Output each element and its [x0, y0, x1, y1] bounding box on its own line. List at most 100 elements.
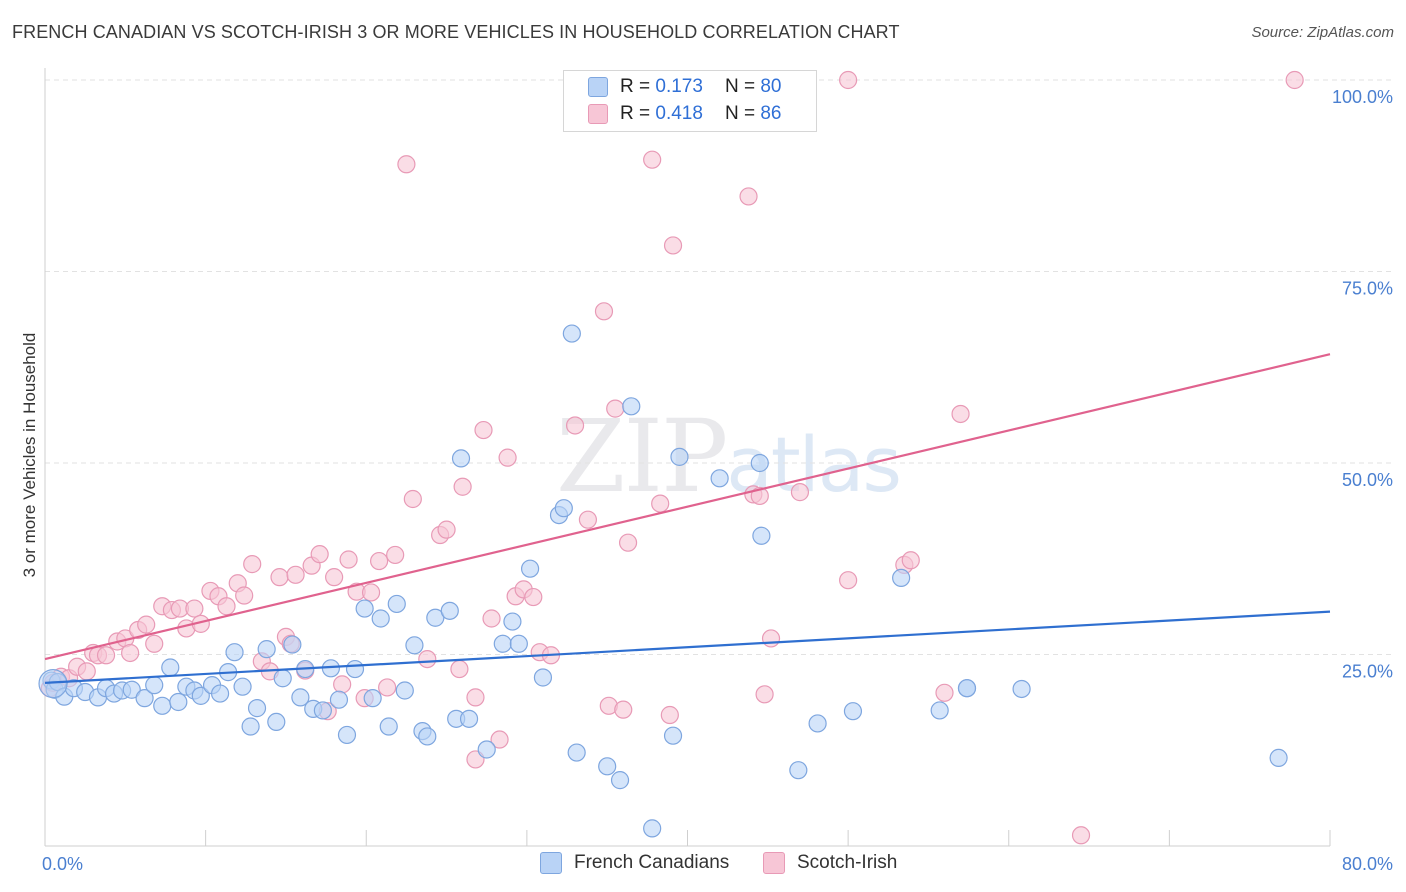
- scotch-irish-point: [397, 155, 416, 174]
- french-canadian-point: [598, 757, 617, 776]
- french-canadian-point: [395, 681, 414, 700]
- french-canadian-point: [663, 726, 683, 745]
- scotch-irish-point: [437, 520, 456, 539]
- scotch-irish-point: [651, 494, 670, 513]
- french-canadian-point: [493, 634, 512, 653]
- french-canadian-point: [405, 636, 424, 655]
- french-canadian-point: [363, 689, 382, 708]
- scotch-irish-point: [466, 688, 485, 707]
- french-canadian-point: [329, 690, 349, 709]
- scotch-irish-trendline: [44, 353, 1331, 661]
- french-canadian-point: [710, 469, 729, 488]
- french-canadian-point: [930, 701, 949, 720]
- french-canadian-point: [477, 740, 496, 759]
- watermark: ZIPatlas: [556, 398, 902, 515]
- scotch-irish-point: [137, 615, 156, 634]
- chart-title: FRENCH CANADIAN VS SCOTCH-IRISH 3 OR MOR…: [12, 22, 900, 42]
- french-canadian-point: [161, 658, 180, 677]
- scotch-irish-point: [339, 550, 358, 569]
- scotch-irish-point: [839, 571, 858, 590]
- scotch-irish-point: [325, 568, 344, 587]
- legend-n-value: 80: [760, 76, 782, 97]
- french-canadian-point: [843, 702, 863, 721]
- bottom-legend-french-canadians: French Canadians: [540, 852, 729, 874]
- x-tick-label: 0.0%: [42, 854, 83, 874]
- french-canadian-point: [247, 699, 267, 718]
- legend-row-french-canadians: R = 0.173 N = 80: [588, 74, 781, 100]
- legend-r-label: R =: [620, 103, 651, 124]
- french-canadian-point: [225, 643, 244, 662]
- legend-row-scotch-irish: R = 0.418 N = 86: [588, 101, 781, 127]
- scotch-irish-point: [951, 404, 970, 424]
- french-canadian-point: [355, 599, 374, 618]
- scotch-irish-point: [370, 551, 389, 571]
- scotch-irish-point: [1285, 70, 1304, 90]
- french-canadian-point: [562, 324, 581, 343]
- scotch-irish-point: [739, 187, 758, 206]
- bottom-legend-label-pink: Scotch-Irish: [797, 852, 898, 873]
- legend-n-label: N =: [724, 103, 756, 124]
- scotch-irish-point: [378, 678, 397, 697]
- scotch-irish-point: [145, 634, 164, 653]
- scotch-irish-point: [839, 70, 858, 90]
- french-canadian-point: [291, 688, 310, 707]
- scotch-irish-point: [474, 420, 493, 440]
- bottom-legend-swatch-blue: [540, 852, 562, 874]
- scotch-irish-point: [606, 399, 625, 418]
- legend-n-label: N =: [724, 76, 756, 97]
- french-canadian-point: [257, 640, 276, 659]
- scotch-irish-point: [333, 675, 352, 694]
- french-canadian-point: [440, 601, 459, 620]
- french-canadian-point: [509, 634, 528, 653]
- y-tick-label: 50.0%: [1342, 470, 1393, 490]
- scotch-irish-point: [663, 236, 683, 255]
- scotch-irish-point: [217, 597, 236, 616]
- scotch-irish-point: [418, 649, 437, 669]
- scotch-irish-point: [185, 599, 204, 618]
- scotch-irish-point: [524, 587, 543, 607]
- scotch-irish-point: [482, 609, 501, 628]
- scotch-irish-point: [286, 565, 305, 584]
- scotch-irish-point: [498, 448, 517, 467]
- scotch-irish-point: [578, 510, 598, 529]
- scotch-irish-point: [453, 477, 472, 496]
- french-canadian-point: [379, 717, 398, 736]
- french-canadian-point: [892, 568, 911, 588]
- scotch-irish-point: [614, 700, 633, 719]
- french-canadian-point: [610, 771, 630, 790]
- french-canadian-point: [957, 679, 977, 698]
- french-canadian-point: [273, 669, 292, 688]
- french-canadian-point: [145, 676, 164, 695]
- french-canadian-point: [670, 447, 689, 466]
- watermark-zip: ZIP: [556, 398, 728, 515]
- scotch-irish-point: [565, 416, 585, 435]
- scotch-irish-point: [121, 643, 140, 663]
- french-canadian-point: [451, 449, 471, 468]
- bottom-legend-label-blue: French Canadians: [574, 852, 730, 873]
- y-tick-label: 75.0%: [1342, 279, 1393, 299]
- french-canadian-point: [1269, 748, 1288, 768]
- scotch-irish-point: [270, 568, 289, 587]
- french-canadian-point: [622, 397, 641, 416]
- scotch-irish-point: [361, 583, 381, 602]
- french-canadian-point: [503, 612, 522, 631]
- french-canadian-point: [345, 659, 365, 679]
- scotch-irish-point: [96, 646, 116, 665]
- french-canadian-point: [135, 689, 154, 708]
- scotch-irish-point: [235, 586, 254, 605]
- scotch-irish-point: [77, 662, 96, 681]
- source-credit: Source: ZipAtlas.com: [1251, 24, 1394, 41]
- french-canadian-point: [313, 701, 332, 720]
- french-canadian-point: [38, 669, 68, 699]
- scotch-irish-point: [310, 545, 329, 564]
- bottom-legend-scotch-irish: Scotch-Irish: [763, 852, 897, 874]
- french-canadian-point: [210, 684, 230, 703]
- scotch-irish-point: [618, 533, 638, 552]
- scotch-irish-point: [935, 683, 954, 702]
- french-canadian-point: [169, 692, 188, 712]
- french-canadian-point: [567, 743, 586, 762]
- bottom-legend-swatch-pink: [763, 852, 785, 874]
- y-tick-label: 25.0%: [1342, 662, 1393, 682]
- french-canadian-point: [337, 725, 357, 745]
- legend-r-value: 0.173: [655, 76, 703, 97]
